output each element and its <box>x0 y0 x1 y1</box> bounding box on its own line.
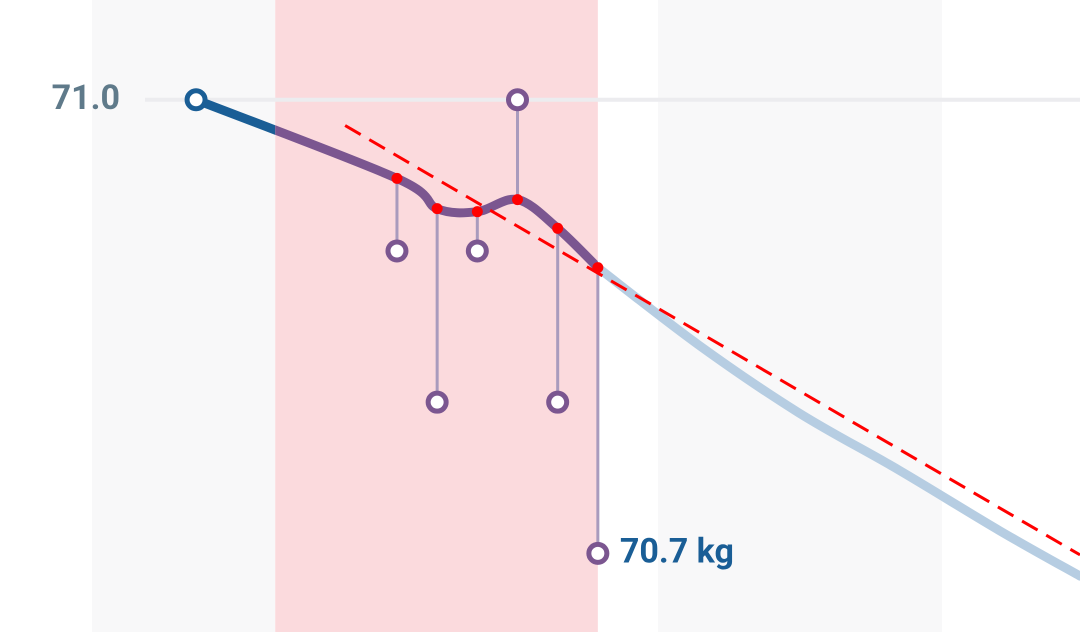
measurement <box>586 541 610 565</box>
measurement <box>425 390 449 414</box>
trend-dot <box>391 172 403 184</box>
measurement <box>465 239 489 263</box>
regression-line <box>344 124 1080 557</box>
measurement <box>546 390 570 414</box>
measurement <box>184 88 208 112</box>
measurement <box>506 88 529 112</box>
trend-dot <box>471 206 483 218</box>
trend-dot <box>431 203 443 215</box>
trend-dot <box>552 222 564 234</box>
trend-dot <box>512 194 523 206</box>
forecast-line <box>593 263 1080 581</box>
trend-dot <box>592 262 604 274</box>
measurement <box>385 239 409 263</box>
column-bg <box>658 0 942 632</box>
y-tick-label: 71.0 <box>52 78 120 118</box>
column-bg <box>92 0 275 632</box>
value-label: 70.7 kg <box>620 531 734 571</box>
